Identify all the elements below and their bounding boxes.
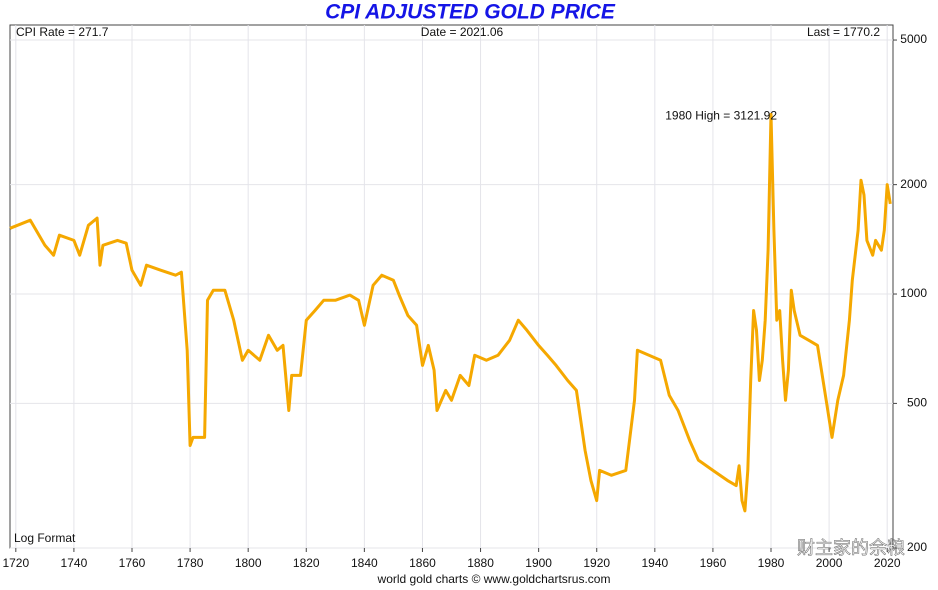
x-tick-label: 1880: [467, 556, 494, 570]
x-tick-label: 1760: [119, 556, 146, 570]
x-tick-label: 2000: [816, 556, 843, 570]
x-tick-label: 1820: [293, 556, 320, 570]
x-tick-label: 1800: [235, 556, 262, 570]
x-tick-label: 1860: [409, 556, 436, 570]
date: Date = 2021.06: [421, 25, 504, 39]
scale-note: Log Format: [14, 531, 76, 545]
cpi-rate: CPI Rate = 271.7: [16, 25, 109, 39]
watermark: 财主家的余粮: [797, 538, 905, 558]
annotation: 1980 High = 3121.92: [665, 109, 777, 123]
y-tick-label: 1000: [900, 286, 927, 300]
source: world gold charts © www.goldchartsrus.co…: [377, 572, 611, 586]
y-tick-label: 2000: [900, 177, 927, 191]
x-tick-label: 1940: [641, 556, 668, 570]
plot-frame: [9, 24, 894, 549]
x-tick-label: 1740: [61, 556, 88, 570]
chart-title: CPI ADJUSTED GOLD PRICE: [325, 1, 616, 24]
last: Last = 1770.2: [807, 25, 880, 39]
x-tick-label: 2020: [874, 556, 901, 570]
x-tick-label: 1920: [583, 556, 610, 570]
x-tick-label: 1980: [758, 556, 785, 570]
y-tick-label: 5000: [900, 32, 927, 46]
y-tick-label: 200: [907, 540, 927, 554]
x-tick-label: 1900: [525, 556, 552, 570]
price-line: [9, 112, 892, 513]
x-tick-label: 1780: [177, 556, 204, 570]
y-tick-label: 500: [907, 396, 927, 410]
x-tick-label: 1720: [2, 556, 29, 570]
x-tick-label: 1960: [700, 556, 727, 570]
x-tick-label: 1840: [351, 556, 378, 570]
